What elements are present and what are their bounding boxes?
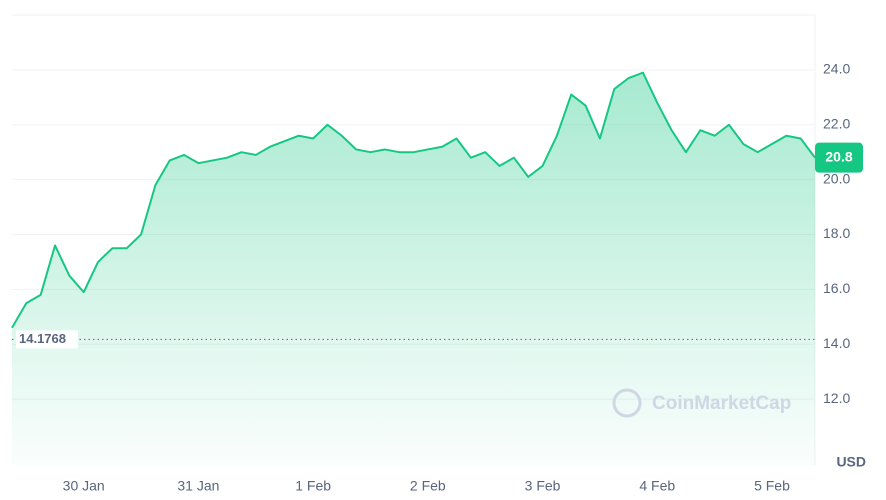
x-tick-label: 1 Feb	[295, 478, 331, 494]
x-tick-label: 2 Feb	[410, 478, 446, 494]
watermark-text: CoinMarketCap	[652, 393, 791, 414]
x-tick-label: 5 Feb	[754, 478, 790, 494]
y-tick-label: 18.0	[823, 225, 850, 241]
y-tick-label: 14.0	[823, 335, 850, 351]
x-tick-label: 31 Jan	[177, 478, 219, 494]
y-tick-label: 22.0	[823, 115, 850, 131]
y-tick-label: 16.0	[823, 280, 850, 296]
currency-label: USD	[836, 454, 866, 470]
y-tick-label: 12.0	[823, 390, 850, 406]
y-tick-label: 24.0	[823, 61, 850, 77]
price-line	[11, 71, 816, 329]
watermark-logo	[612, 388, 642, 418]
reference-label-bg	[16, 330, 78, 349]
price-area	[12, 72, 815, 465]
y-tick-label: 20.0	[823, 170, 850, 186]
x-tick-label: 30 Jan	[63, 478, 105, 494]
current-price-badge	[815, 142, 863, 173]
current-price-label: 20.8	[825, 148, 852, 164]
reference-label: 14.1768	[19, 331, 66, 346]
watermark: CoinMarketCap	[612, 388, 791, 418]
x-tick-label: 4 Feb	[639, 478, 675, 494]
x-tick-label: 3 Feb	[525, 478, 561, 494]
